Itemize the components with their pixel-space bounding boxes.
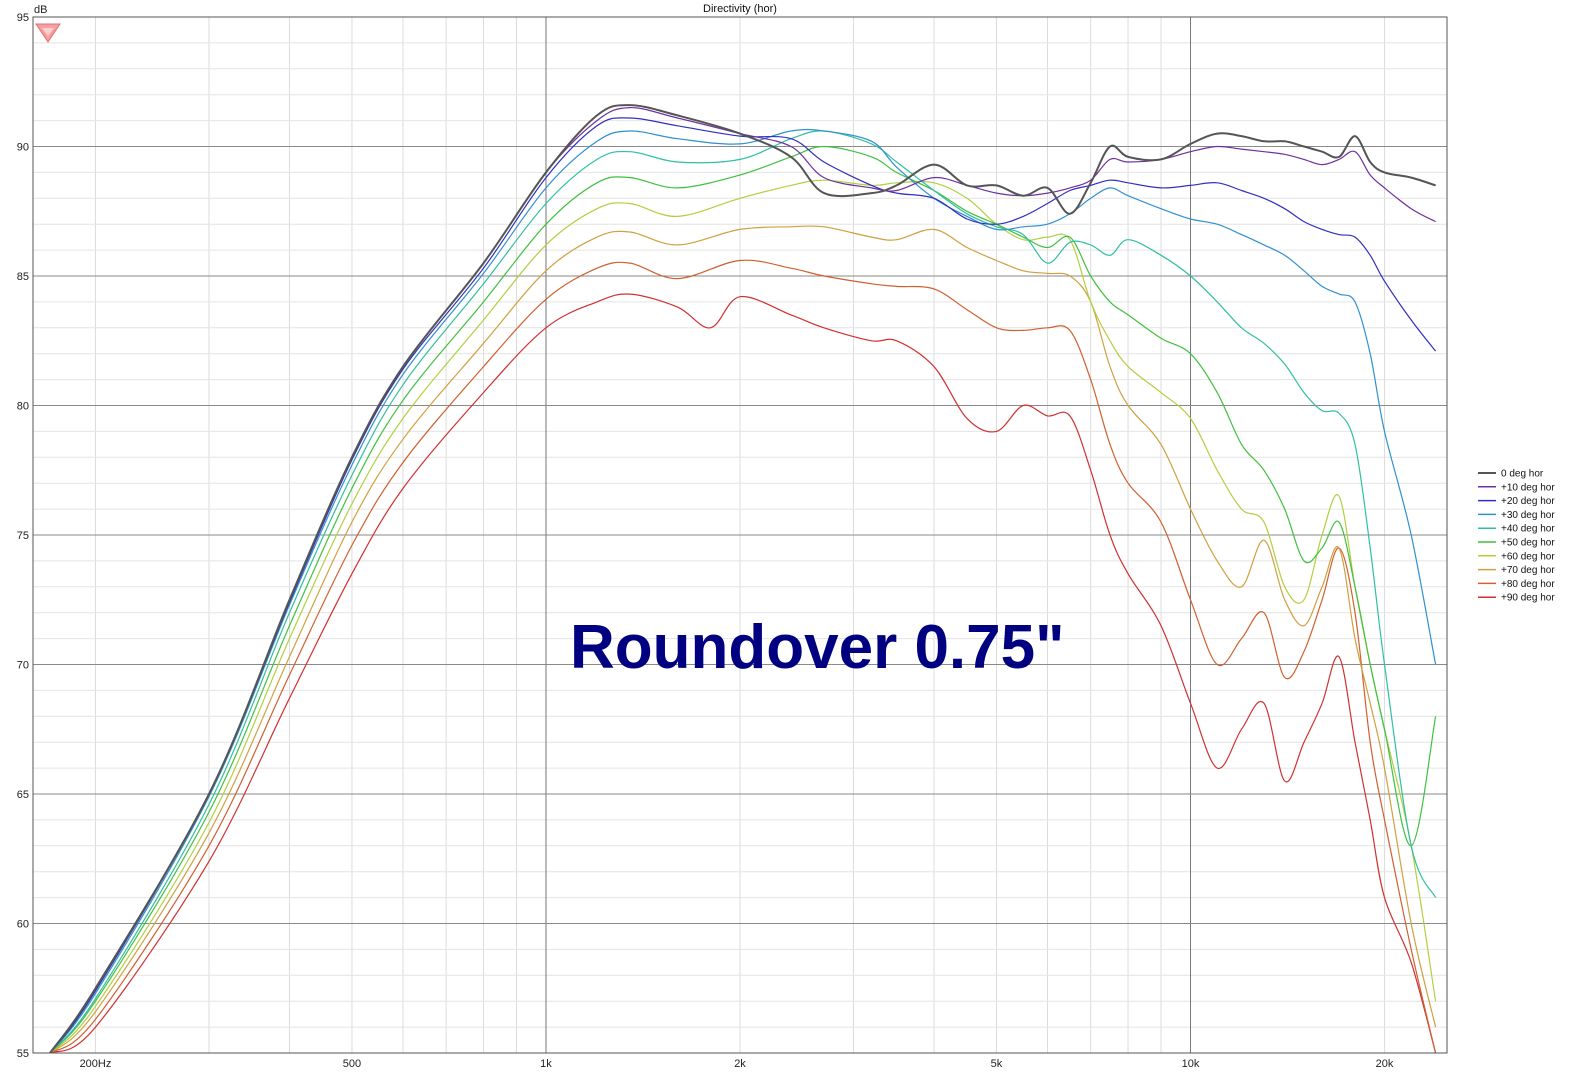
y-tick-label: 90 xyxy=(17,142,29,154)
legend-item: +50 deg hor xyxy=(1478,538,1555,549)
y-tick-label: 95 xyxy=(17,12,29,24)
x-tick-label: 5k xyxy=(991,1058,1003,1070)
legend-label: +80 deg hor xyxy=(1501,579,1555,590)
series-line--20-deg-hor xyxy=(49,117,1437,1053)
x-tick-label: 500 xyxy=(343,1058,361,1070)
legend-item: +70 deg hor xyxy=(1478,565,1555,576)
y-tick-label: 75 xyxy=(17,530,29,542)
legend-label: +90 deg hor xyxy=(1501,593,1555,604)
legend-label: 0 deg hor xyxy=(1501,469,1544,480)
y-axis-ticks: 55 60 65 70 75 80 85 90 95 xyxy=(17,12,29,1060)
rew-logo-icon xyxy=(35,23,61,43)
series-line-0-deg-hor xyxy=(49,104,1436,1053)
series-line--70-deg-hor xyxy=(49,225,1437,1053)
series-line--80-deg-hor xyxy=(49,259,1437,1053)
y-tick-label: 80 xyxy=(17,401,29,413)
series-line--40-deg-hor xyxy=(49,130,1437,1053)
legend-label: +70 deg hor xyxy=(1501,565,1555,576)
legend-item: +60 deg hor xyxy=(1478,551,1555,562)
legend-item: +40 deg hor xyxy=(1478,524,1555,535)
legend-item: +30 deg hor xyxy=(1478,510,1555,521)
y-tick-label: 65 xyxy=(17,789,29,801)
legend-label: +40 deg hor xyxy=(1501,524,1555,535)
legend-label: +20 deg hor xyxy=(1501,496,1555,507)
legend-label: +30 deg hor xyxy=(1501,510,1555,521)
y-tick-label: 70 xyxy=(17,660,29,672)
x-tick-label: 2k xyxy=(734,1058,746,1070)
x-tick-label: 10k xyxy=(1182,1058,1200,1070)
legend-item: +90 deg hor xyxy=(1478,593,1555,604)
legend: 0 deg hor +10 deg hor +20 deg hor +30 deg h… xyxy=(1478,469,1555,604)
chart-annotation: Roundover 0.75" xyxy=(570,613,1065,682)
y-tick-label: 60 xyxy=(17,919,29,931)
x-tick-label: 20k xyxy=(1376,1058,1394,1070)
legend-label: +10 deg hor xyxy=(1501,482,1555,493)
plot-border xyxy=(32,16,1448,1054)
series-line--90-deg-hor xyxy=(49,293,1437,1053)
y-tick-label: 55 xyxy=(17,1048,29,1060)
x-tick-label: 1k xyxy=(540,1058,552,1070)
x-axis-ticks: 200Hz 500 1k 2k 5k 10k 20k xyxy=(80,1058,1394,1070)
x-tick-label: 200Hz xyxy=(80,1058,112,1070)
legend-item: +80 deg hor xyxy=(1478,579,1555,590)
legend-item: +20 deg hor xyxy=(1478,496,1555,507)
chart-title: Directivity (hor) xyxy=(703,3,777,15)
y-axis-label: dB xyxy=(34,4,47,16)
legend-item: +10 deg hor xyxy=(1478,482,1555,493)
legend-label: +50 deg hor xyxy=(1501,538,1555,549)
legend-item: 0 deg hor xyxy=(1478,469,1544,480)
legend-label: +60 deg hor xyxy=(1501,551,1555,562)
series-layer xyxy=(49,104,1437,1053)
series-line--30-deg-hor xyxy=(49,128,1437,1053)
y-tick-label: 85 xyxy=(17,271,29,283)
